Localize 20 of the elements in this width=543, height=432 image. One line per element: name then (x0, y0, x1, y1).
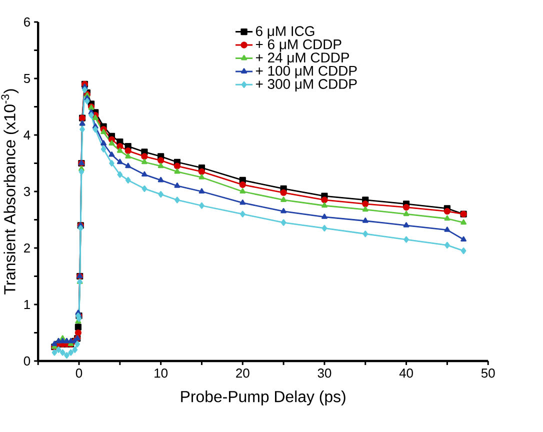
legend-label: 6 μM ICG (256, 26, 314, 39)
y-tick-label: 5 (24, 74, 30, 84)
x-tick-label: 30 (318, 368, 332, 378)
x-axis-title: Probe-Pump Delay (ps) (181, 390, 346, 406)
legend-label: + 100 μM CDDP (256, 66, 357, 78)
y-axis-title: Transient Absorbance (x10$^{-3}$) (1, 89, 19, 294)
y-tick-label: 1 (24, 300, 30, 309)
x-tick-label: 40 (399, 368, 413, 378)
y-tick-label: 6 (24, 17, 30, 27)
y-tick-label: 0 (24, 356, 30, 366)
legend-label: + 6 μM CDDP (256, 39, 342, 52)
y-tick-label: 4 (24, 130, 30, 140)
x-tick-label: 50 (481, 368, 495, 378)
y-tick-label: 3 (24, 186, 30, 196)
legend-label: + 300 μM CDDP (256, 79, 357, 92)
legend-label: + 24 μM CDDP (256, 52, 349, 66)
x-tick-label: 0 (76, 368, 82, 378)
x-tick-label: 10 (154, 368, 168, 378)
y-tick-label: 2 (24, 243, 30, 253)
x-tick-label: 20 (236, 368, 250, 378)
